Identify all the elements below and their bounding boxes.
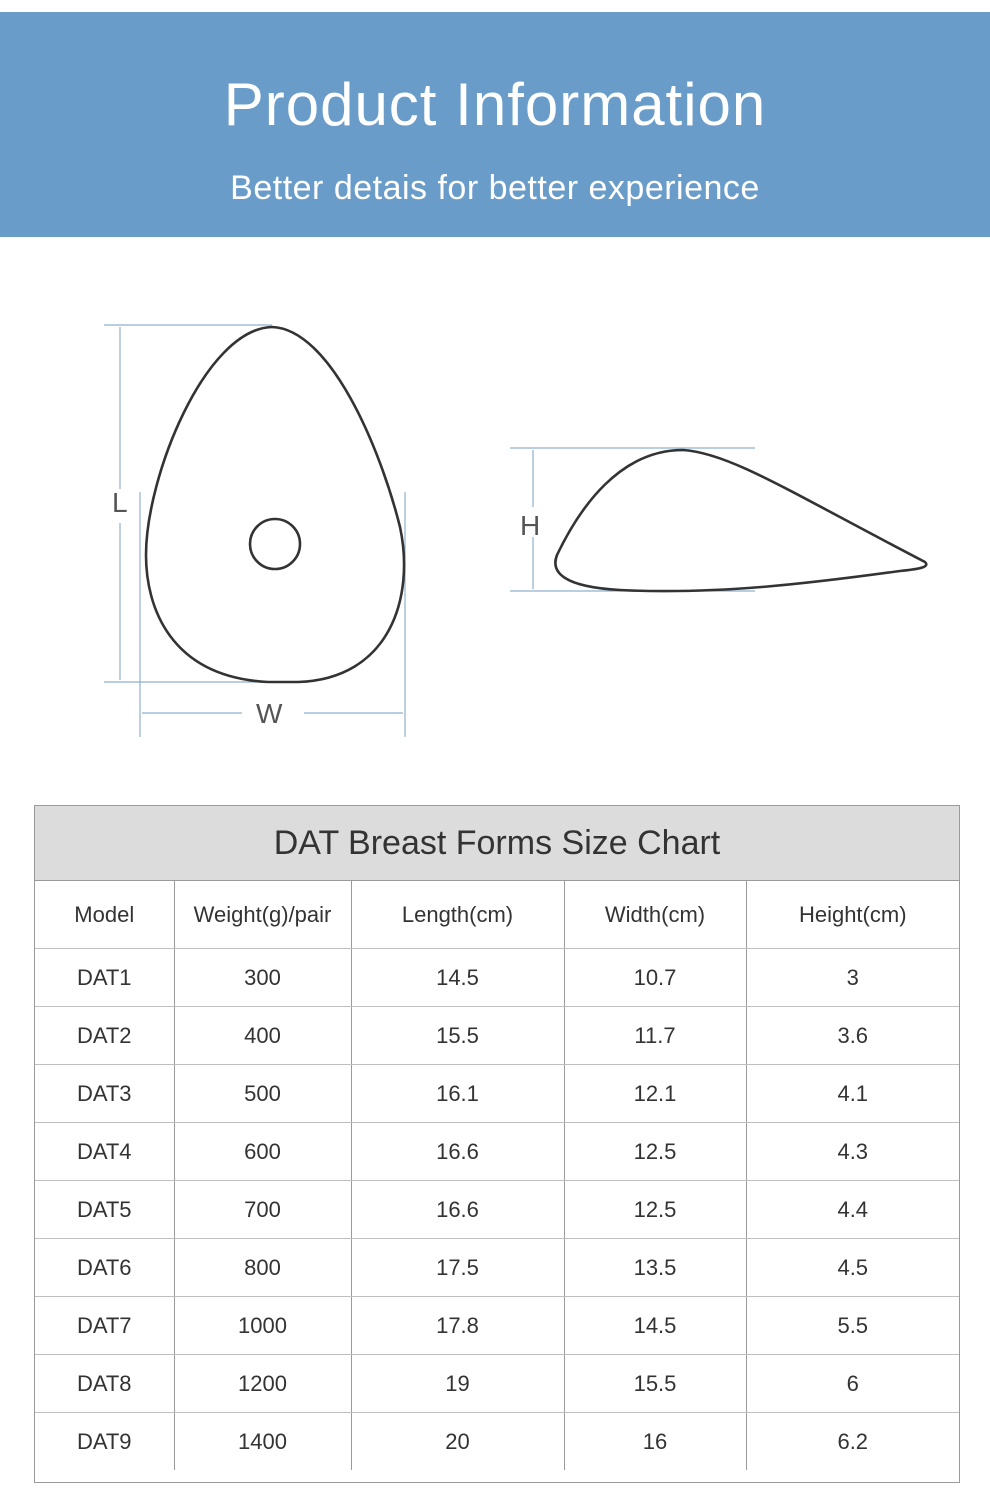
table-row: DAT6 800 17.5 13.5 4.5 [35, 1238, 959, 1297]
table-row: DAT5 700 16.6 12.5 4.4 [35, 1180, 959, 1239]
size-table: Model Weight(g)/pair Length(cm) Width(cm… [35, 881, 959, 1470]
column-header-weight: Weight(g)/pair [173, 881, 351, 949]
column-header-model: Model [35, 881, 174, 949]
width-cell: 13.5 [563, 1238, 746, 1297]
weight-cell: 600 [173, 1122, 351, 1181]
column-header-height: Height(cm) [745, 881, 959, 949]
model-cell: DAT4 [35, 1122, 174, 1181]
table-row: DAT1 300 14.5 10.7 3 [35, 948, 959, 1007]
page-title: Product Information [223, 71, 767, 138]
side-view-outline [554, 448, 928, 593]
product-dimension-diagram: L W H [0, 237, 990, 797]
length-cell: 17.8 [350, 1296, 564, 1355]
column-header-length: Length(cm) [350, 881, 564, 949]
table-row: DAT9 1400 20 16 6.2 [35, 1412, 959, 1470]
weight-cell: 1200 [173, 1354, 351, 1413]
length-cell: 20 [350, 1412, 564, 1470]
width-label: W [256, 698, 283, 729]
height-cell: 4.1 [745, 1064, 959, 1123]
table-row: DAT2 400 15.5 11.7 3.6 [35, 1006, 959, 1065]
height-cell: 3.6 [745, 1006, 959, 1065]
size-chart: DAT Breast Forms Size Chart Model Weight… [34, 805, 960, 1483]
height-label: H [520, 510, 541, 541]
dimension-drawing [104, 324, 928, 737]
header-banner: Product Information Better detais for be… [0, 12, 990, 237]
table-row: DAT7 1000 17.8 14.5 5.5 [35, 1296, 959, 1355]
model-cell: DAT9 [76, 1428, 132, 1454]
model-cell: DAT3 [35, 1064, 174, 1123]
table-row: DAT3 500 16.1 12.1 4.1 [35, 1064, 959, 1123]
weight-cell: 700 [173, 1180, 351, 1239]
model-cell: DAT7 [35, 1296, 174, 1355]
table-row: DAT8 1200 19 15.5 6 [35, 1354, 959, 1413]
weight-cell: 1400 [173, 1412, 351, 1470]
length-cell: 17.5 [350, 1238, 564, 1297]
width-cell: 10.7 [563, 948, 746, 1007]
height-cell: 6 [745, 1354, 959, 1413]
width-cell: 11.7 [563, 1006, 746, 1065]
height-cell: 4.4 [745, 1180, 959, 1239]
weight-cell: 1000 [173, 1296, 351, 1355]
length-cell: 14.5 [350, 948, 564, 1007]
height-cell: 4.3 [745, 1122, 959, 1181]
nipple-circle [248, 517, 302, 571]
size-chart-title: DAT Breast Forms Size Chart [35, 806, 959, 881]
length-label: L [112, 487, 128, 518]
height-cell: 6.2 [745, 1412, 959, 1470]
column-header-width: Width(cm) [563, 881, 746, 949]
weight-cell: 800 [173, 1238, 351, 1297]
height-cell: 3 [745, 948, 959, 1007]
length-cell: 19 [350, 1354, 564, 1413]
length-cell: 16.6 [350, 1122, 564, 1181]
table-header-row: Model Weight(g)/pair Length(cm) Width(cm… [35, 881, 959, 949]
weight-cell: 500 [173, 1064, 351, 1123]
length-cell: 15.5 [350, 1006, 564, 1065]
height-cell: 4.5 [745, 1238, 959, 1297]
width-cell: 12.1 [563, 1064, 746, 1123]
height-cell: 5.5 [745, 1296, 959, 1355]
width-cell: 16 [563, 1412, 746, 1470]
width-cell: 12.5 [563, 1180, 746, 1239]
model-cell: DAT8 [35, 1354, 174, 1413]
width-cell: 14.5 [563, 1296, 746, 1355]
table-row: DAT4 600 16.6 12.5 4.3 [35, 1122, 959, 1181]
length-cell: 16.6 [350, 1180, 564, 1239]
page-subtitle: Better detais for better experience [230, 169, 760, 207]
length-cell: 16.1 [350, 1064, 564, 1123]
model-cell: DAT6 [35, 1238, 174, 1297]
width-cell: 15.5 [563, 1354, 746, 1413]
model-cell: DAT5 [35, 1180, 174, 1239]
model-cell: DAT1 [35, 948, 174, 1007]
model-cell: DAT2 [35, 1006, 174, 1065]
weight-cell: 400 [173, 1006, 351, 1065]
weight-cell: 300 [173, 948, 351, 1007]
width-cell: 12.5 [563, 1122, 746, 1181]
front-view-outline [144, 325, 406, 684]
